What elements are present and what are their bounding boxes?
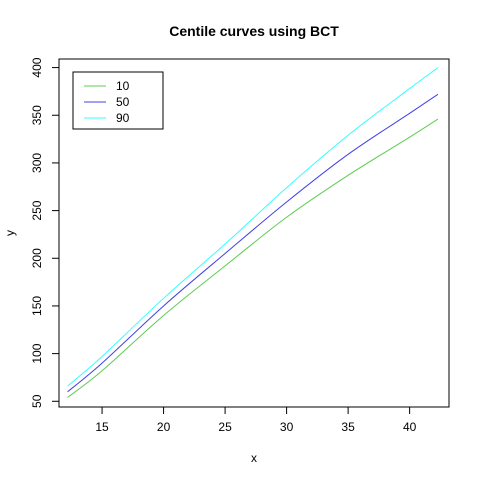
y-tick-label: 350 [30, 105, 44, 125]
legend: 10 50 90 [72, 71, 164, 130]
x-tick-label: 30 [280, 420, 294, 434]
y-axis-label: y [3, 230, 17, 236]
y-axis: 50 100 150 200 250 300 350 400 [30, 57, 59, 408]
series-line-90 [67, 67, 439, 387]
series-line-50 [67, 93, 439, 393]
x-tick-label: 25 [218, 420, 232, 434]
y-tick-label: 300 [30, 153, 44, 173]
y-tick-label: 150 [30, 296, 44, 316]
y-tick-label: 200 [30, 248, 44, 268]
x-axis: 15 20 25 30 35 40 [95, 407, 417, 434]
y-tick-label: 400 [30, 57, 44, 77]
x-axis-label: x [251, 451, 257, 465]
legend-box [72, 71, 164, 130]
y-tick-label: 250 [30, 200, 44, 220]
legend-label: 10 [116, 79, 130, 93]
legend-label: 50 [116, 95, 130, 109]
x-tick-label: 20 [157, 420, 171, 434]
x-tick-label: 35 [341, 420, 355, 434]
y-tick-label: 100 [30, 343, 44, 363]
series-layer [67, 67, 439, 398]
legend-label: 90 [116, 111, 130, 125]
series-line-10 [67, 118, 439, 398]
x-tick-label: 40 [403, 420, 417, 434]
chart-title: Centile curves using BCT [169, 23, 339, 39]
y-tick-label: 50 [30, 394, 44, 408]
plot-frame [58, 58, 450, 408]
x-tick-label: 15 [95, 420, 109, 434]
